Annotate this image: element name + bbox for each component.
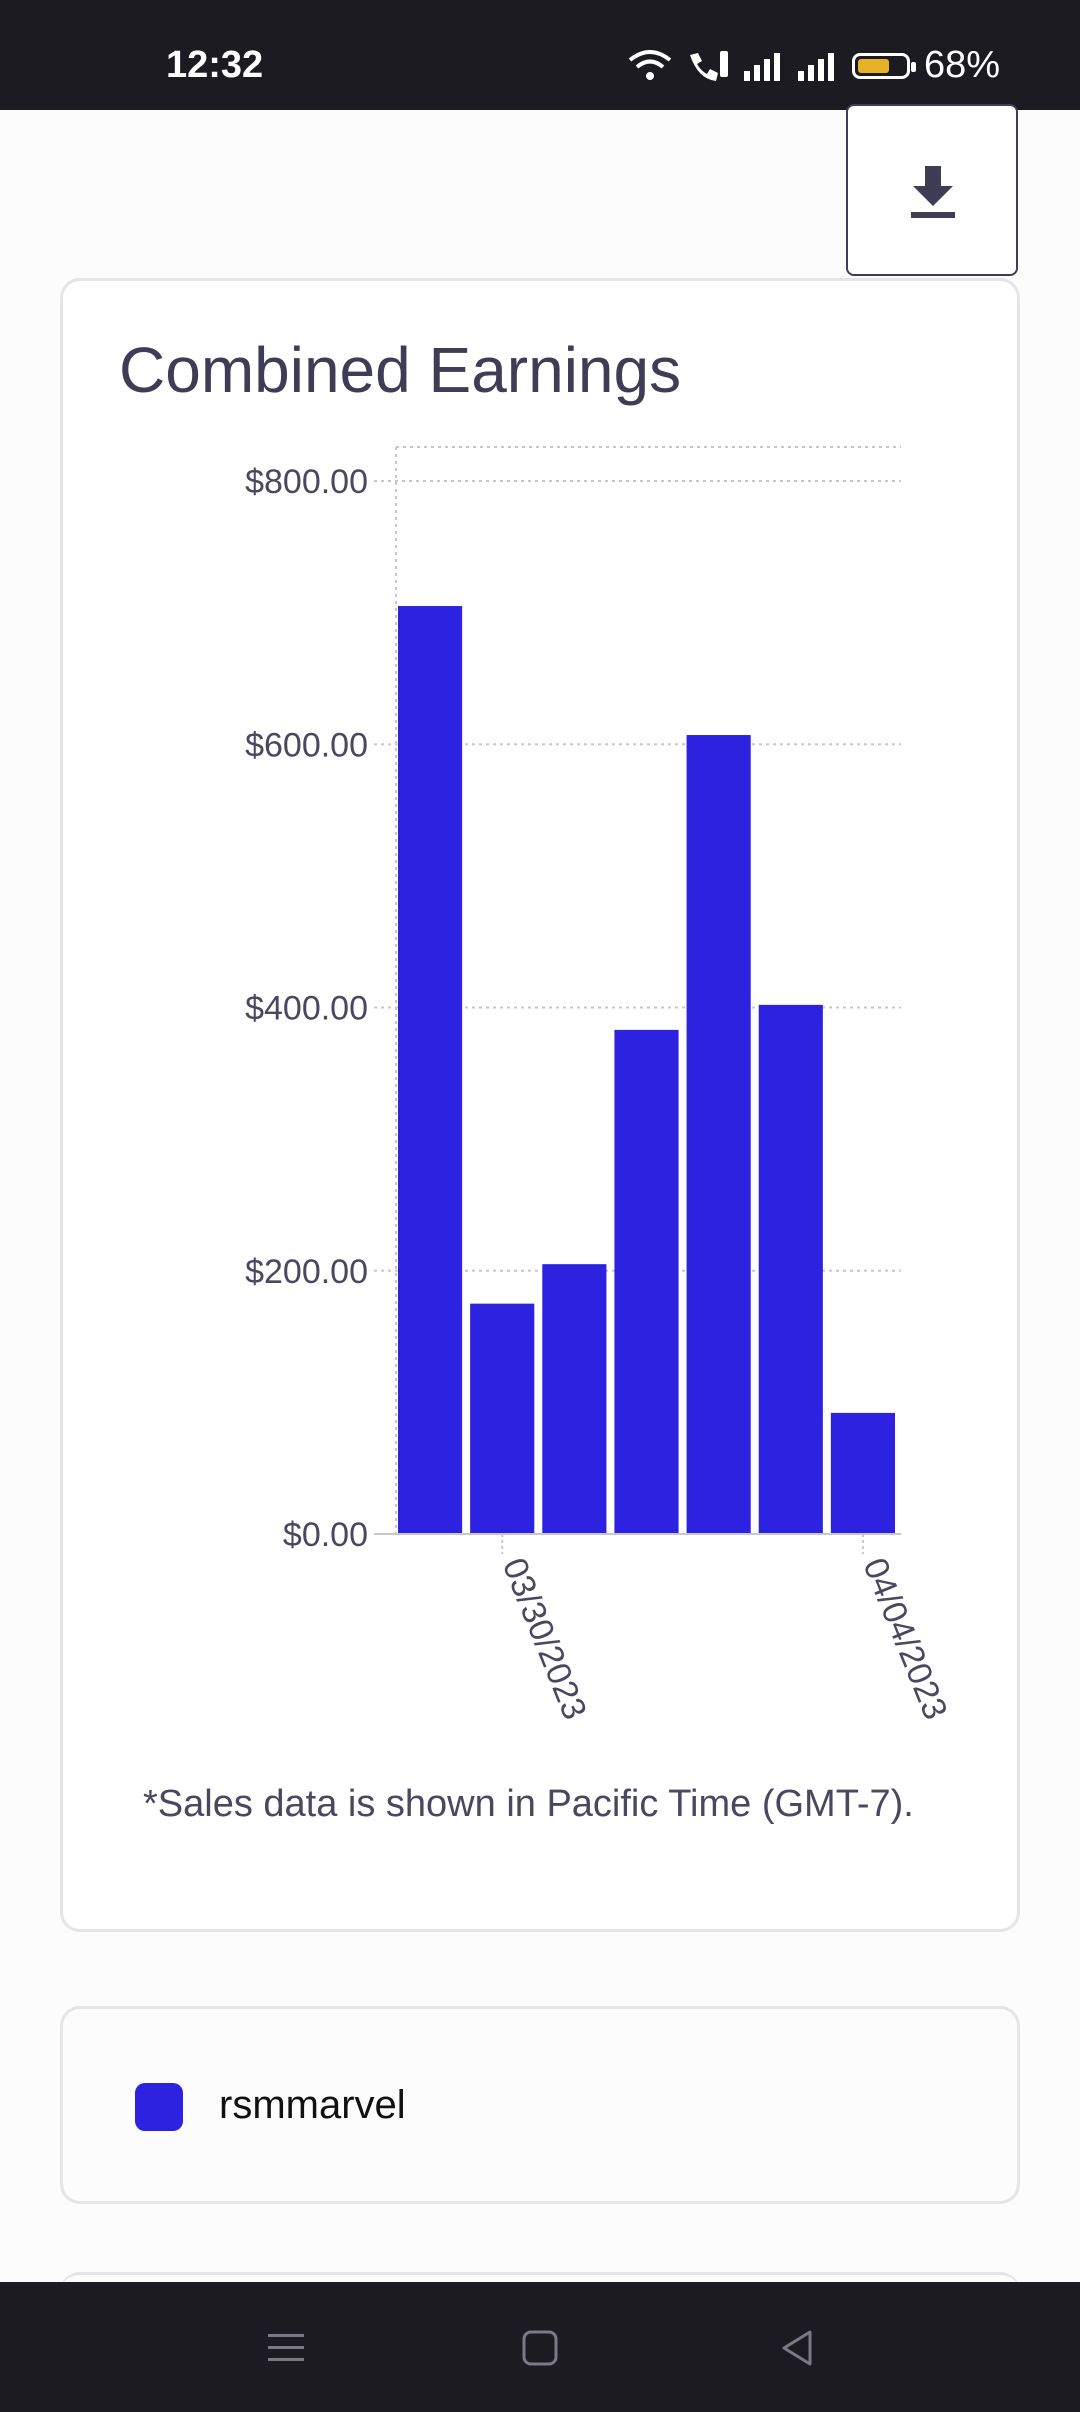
status-bar: 12:32 68% <box>0 0 1080 110</box>
legend-card: rsmmarvel <box>60 2006 1020 2204</box>
call-icon <box>689 50 728 81</box>
x-tick-label: 04/04/2023 <box>856 1553 955 1725</box>
footnote: *Sales data is shown in Pacific Time (GM… <box>143 1783 914 1825</box>
bar <box>542 1264 607 1534</box>
wifi-icon <box>628 49 672 80</box>
download-icon <box>911 166 955 218</box>
y-tick-label: $600.00 <box>245 726 368 764</box>
bar <box>758 1004 823 1534</box>
menu-icon[interactable] <box>262 2324 310 2372</box>
bar <box>470 1303 535 1534</box>
back-icon[interactable] <box>774 2324 822 2372</box>
legend-label[interactable]: rsmmarvel <box>219 2083 406 2127</box>
battery-percent: 68% <box>923 44 1000 86</box>
bar-chart: $0.00 $200.00 $400.00 $600.00 $800.00 03/30/2… <box>245 446 955 1725</box>
bar <box>398 606 463 1534</box>
signal-icon <box>743 52 780 81</box>
bar <box>686 735 751 1534</box>
y-tick-label: $400.00 <box>245 990 368 1028</box>
status-time: 12:32 <box>166 44 264 86</box>
navigation-bar <box>0 2282 1080 2412</box>
bar <box>614 1029 679 1534</box>
signal-icon-2 <box>797 52 834 81</box>
legend-swatch[interactable] <box>135 2083 183 2131</box>
y-tick-label: $200.00 <box>245 1253 368 1291</box>
download-button[interactable] <box>846 104 1018 276</box>
battery-icon <box>851 52 916 79</box>
x-tick-label: 03/30/2023 <box>495 1553 594 1725</box>
next-card-edge <box>60 2272 1020 2305</box>
status-icons: 68% <box>628 44 1000 87</box>
y-tick-label: $800.00 <box>245 463 368 501</box>
home-icon[interactable] <box>516 2324 564 2372</box>
chart-card: Combined Earnings $0.00 $200.00 $400.00 $60… <box>60 278 1020 1932</box>
chart-title: Combined Earnings <box>119 334 682 406</box>
y-tick-label: $0.00 <box>283 1516 368 1554</box>
bar <box>830 1412 895 1534</box>
